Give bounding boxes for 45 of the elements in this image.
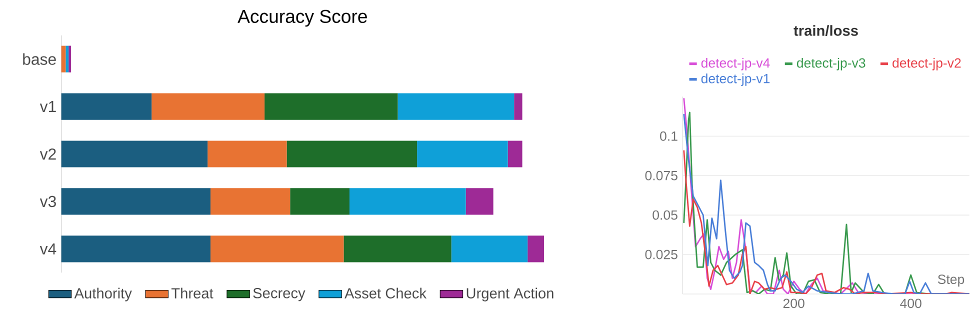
x-tick-label: 200 (783, 298, 804, 308)
bar (344, 236, 452, 262)
legend-label: detect-jp-v2 (892, 58, 961, 70)
bar (61, 188, 210, 215)
legend-label: Urgent Action (466, 288, 554, 302)
bar (264, 93, 398, 120)
y-tick-label: 0.1 (660, 131, 678, 141)
bar (398, 93, 514, 120)
legend-label: Asset Check (344, 288, 427, 298)
y-tick-label: 0.05 (652, 210, 678, 220)
bar (528, 236, 544, 262)
y-tick-label: v1 (40, 101, 56, 112)
bar (451, 236, 528, 262)
y-tick-label: 0.025 (645, 250, 678, 260)
bar (210, 188, 290, 215)
bar (514, 93, 522, 120)
bar (210, 236, 344, 262)
y-tick-label: v2 (40, 148, 56, 160)
bar (152, 93, 265, 120)
bar (61, 46, 66, 72)
bar (286, 140, 418, 168)
bar (61, 140, 208, 168)
legend-label: detect-jp-v4 (701, 58, 770, 70)
y-tick-label: 0.075 (645, 170, 678, 180)
bar (349, 188, 466, 215)
bar (508, 140, 522, 168)
bar (290, 188, 350, 215)
chart-title: train/loss (794, 25, 858, 36)
legend-label: Threat (171, 288, 214, 298)
bar (417, 140, 508, 168)
y-tick-label: v4 (40, 243, 56, 254)
x-axis-title: Step (938, 274, 964, 287)
y-tick-label: base (23, 53, 56, 65)
y-tick-label: v3 (40, 196, 56, 208)
legend-label: Authority (74, 288, 132, 302)
bar (61, 236, 210, 262)
legend-label: Secrecy (253, 288, 306, 302)
legend-label: detect-jp-v3 (796, 58, 866, 70)
bar (208, 140, 287, 168)
x-tick-label: 400 (900, 298, 922, 308)
bar (466, 188, 494, 215)
bar (61, 93, 152, 120)
bar (66, 46, 69, 72)
chart-title: Accuracy Score (238, 10, 367, 27)
legend-label: detect-jp-v1 (701, 74, 770, 86)
